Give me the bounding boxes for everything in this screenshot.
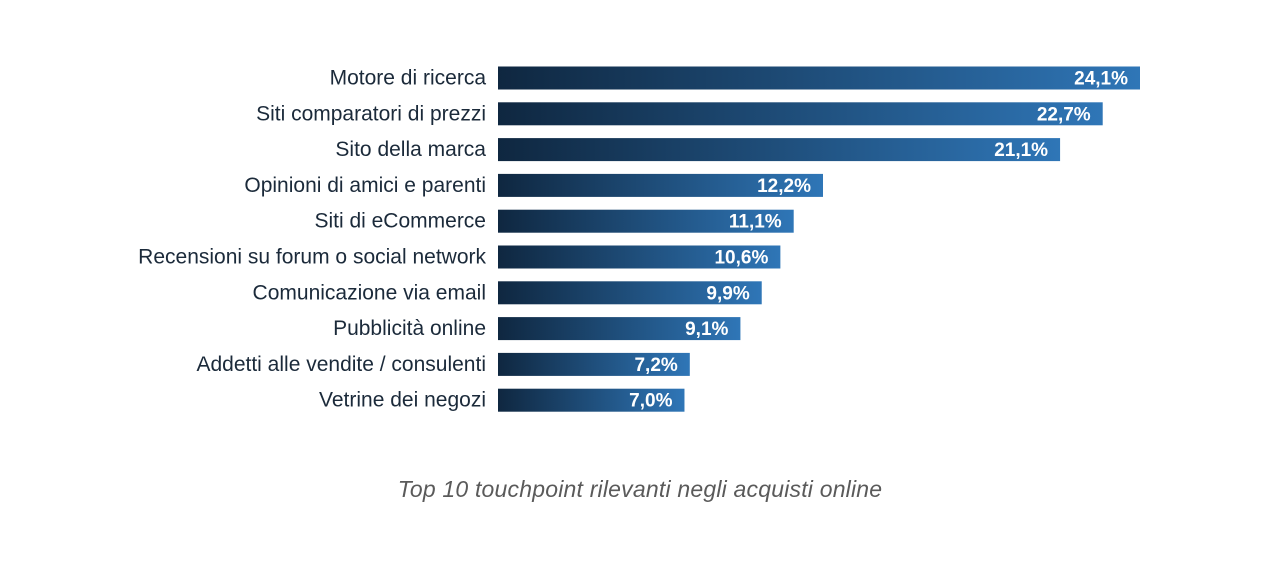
bars-group: Motore di ricerca 24,1% Siti comparatori d… bbox=[138, 66, 1140, 412]
bar bbox=[498, 352, 690, 376]
category-label: Addetti alle vendite / consulenti bbox=[196, 353, 486, 376]
category-label: Pubblicità online bbox=[333, 317, 486, 340]
category-label: Opinioni di amici e parenti bbox=[244, 174, 486, 197]
category-label: Siti di eCommerce bbox=[314, 210, 486, 233]
bar bbox=[498, 138, 1061, 162]
value-label: 11,1% bbox=[729, 212, 782, 233]
bar-row: Addetti alle vendite / consulenti 7,2% bbox=[196, 352, 690, 376]
bar-row: Motore di ricerca 24,1% bbox=[330, 66, 1140, 90]
value-label: 21,1% bbox=[994, 140, 1048, 161]
category-label: Sito della marca bbox=[335, 138, 486, 161]
bar bbox=[498, 281, 762, 305]
category-label: Comunicazione via email bbox=[253, 281, 486, 304]
bar bbox=[498, 388, 685, 412]
value-label: 12,2% bbox=[757, 176, 811, 197]
bar-row: Vetrine dei negozi 7,0% bbox=[319, 388, 685, 412]
bar bbox=[498, 317, 741, 341]
value-label: 10,6% bbox=[714, 248, 768, 269]
value-label: 22,7% bbox=[1037, 104, 1091, 125]
bar-row: Siti di eCommerce 11,1% bbox=[314, 209, 794, 233]
bar bbox=[498, 245, 781, 269]
value-label: 7,0% bbox=[629, 391, 672, 412]
bar-row: Recensioni su forum o social network 10,6… bbox=[138, 245, 781, 269]
bar bbox=[498, 209, 794, 233]
bar-chart: Motore di ricerca 24,1% Siti comparatori d… bbox=[138, 66, 1140, 412]
category-label: Recensioni su forum o social network bbox=[138, 246, 486, 269]
bar-row: Siti comparatori di prezzi 22,7% bbox=[256, 102, 1103, 126]
category-label: Motore di ricerca bbox=[330, 67, 487, 90]
value-label: 9,1% bbox=[685, 319, 728, 340]
bar-row: Opinioni di amici e parenti 12,2% bbox=[244, 173, 823, 197]
value-label: 24,1% bbox=[1074, 69, 1128, 90]
bar-row: Pubblicità online 9,1% bbox=[333, 317, 741, 341]
bar bbox=[498, 66, 1140, 90]
category-label: Vetrine dei negozi bbox=[319, 389, 486, 412]
value-label: 7,2% bbox=[634, 355, 677, 376]
value-label: 9,9% bbox=[706, 283, 749, 304]
bar bbox=[498, 102, 1103, 126]
bar-row: Sito della marca 21,1% bbox=[335, 138, 1061, 162]
category-label: Siti comparatori di prezzi bbox=[256, 102, 486, 125]
bar bbox=[498, 173, 823, 197]
chart-caption: Top 10 touchpoint rilevanti negli acquis… bbox=[397, 476, 883, 502]
bar-row: Comunicazione via email 9,9% bbox=[253, 281, 762, 305]
